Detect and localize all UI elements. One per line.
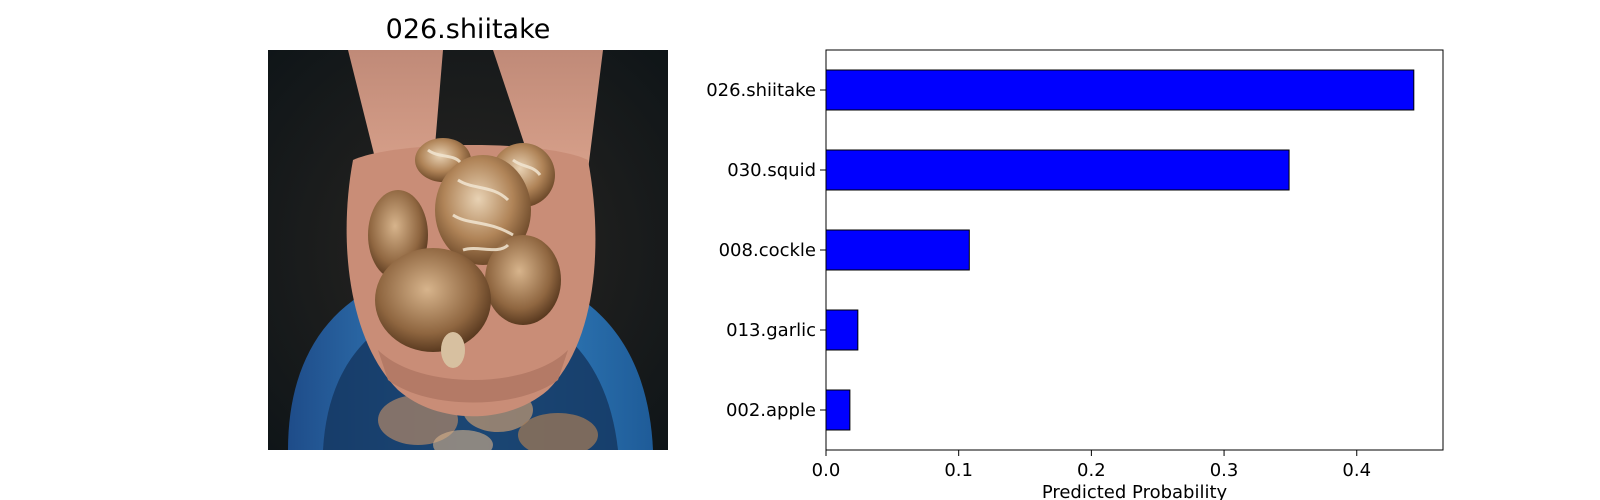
x-tick-label: 0.4 bbox=[1342, 460, 1371, 481]
image-title: 026.shiitake bbox=[385, 14, 551, 45]
category-labels: 026.shiitake 030.squid 008.cockle 013.garli… bbox=[706, 80, 826, 421]
x-tick-label: 0.3 bbox=[1210, 460, 1239, 481]
y-tick-label: 008.cockle bbox=[719, 240, 816, 261]
plot-frame bbox=[825, 49, 1444, 451]
x-tick-label: 0.2 bbox=[1077, 460, 1106, 481]
bar-002.apple bbox=[825, 389, 851, 431]
x-tick-label: 0.1 bbox=[944, 460, 973, 481]
bar-008.cockle bbox=[825, 229, 970, 271]
x-tick-label: 0.0 bbox=[812, 460, 841, 481]
y-tick-label: 013.garlic bbox=[726, 320, 816, 341]
bar-030.squid bbox=[825, 149, 1290, 191]
shiitake-photo-illustration bbox=[268, 50, 668, 450]
bar-026.shiitake bbox=[825, 69, 1415, 111]
bars-layer bbox=[825, 69, 1415, 431]
y-tick-label: 030.squid bbox=[727, 160, 816, 181]
bar-013.garlic bbox=[825, 309, 859, 351]
y-tick-label: 002.apple bbox=[726, 400, 816, 421]
x-axis-ticks: 0.0 0.1 0.2 0.3 0.4 bbox=[812, 450, 1371, 481]
shiitake-photo bbox=[268, 50, 668, 450]
x-axis-label: Predicted Probability bbox=[1042, 482, 1228, 500]
y-tick-label: 026.shiitake bbox=[706, 80, 816, 101]
